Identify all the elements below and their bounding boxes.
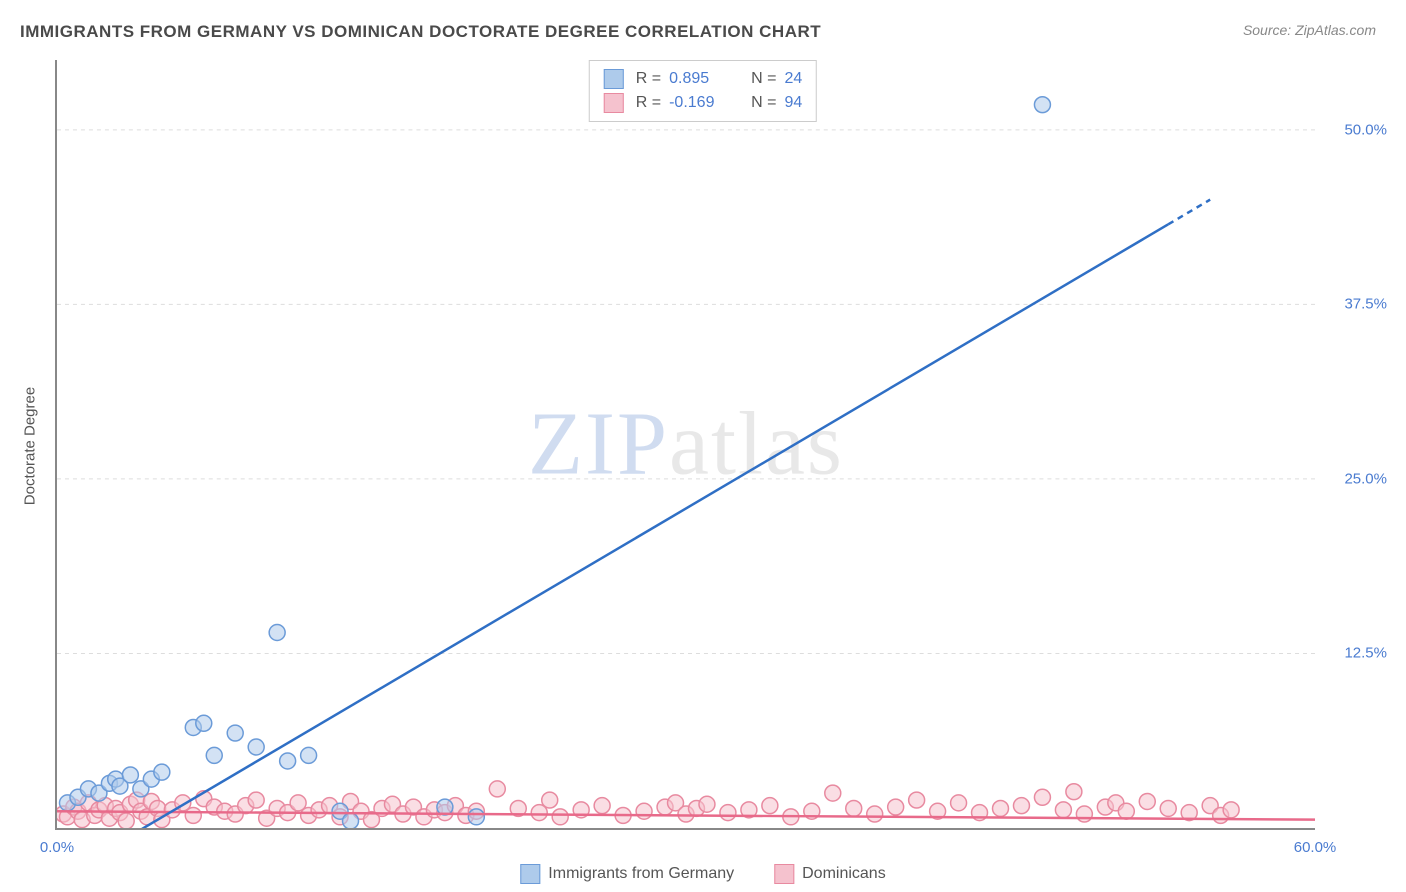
x-tick-label: 0.0% (40, 839, 74, 856)
n-label: N = (751, 70, 776, 88)
legend-label-germany: Immigrants from Germany (548, 865, 734, 883)
legend-item-germany: Immigrants from Germany (520, 864, 734, 884)
correlation-legend: R = 0.895 N = 24 R = -0.169 N = 94 (589, 60, 817, 122)
r-label: R = (636, 70, 661, 88)
y-tick-label: 37.5% (1344, 296, 1387, 313)
n-label: N = (751, 94, 776, 112)
series-legend: Immigrants from Germany Dominicans (520, 864, 885, 884)
swatch-dominican-icon (774, 864, 794, 884)
r-value-germany: 0.895 (669, 70, 729, 88)
x-tick-label: 60.0% (1294, 839, 1337, 856)
legend-label-dominican: Dominicans (802, 865, 886, 883)
plot-area: ZIPatlas 12.5%25.0%37.5%50.0% 0.0%60.0% (55, 60, 1315, 830)
legend-row-germany: R = 0.895 N = 24 (604, 67, 802, 91)
swatch-germany-icon (520, 864, 540, 884)
legend-item-dominican: Dominicans (774, 864, 886, 884)
chart-title: IMMIGRANTS FROM GERMANY VS DOMINICAN DOC… (20, 22, 821, 42)
source-attribution: Source: ZipAtlas.com (1243, 22, 1376, 38)
y-tick-label: 25.0% (1344, 470, 1387, 487)
y-tick-label: 50.0% (1344, 121, 1387, 138)
n-value-dominican: 94 (784, 94, 802, 112)
r-value-dominican: -0.169 (669, 94, 729, 112)
y-tick-label: 12.5% (1344, 645, 1387, 662)
chart-container: IMMIGRANTS FROM GERMANY VS DOMINICAN DOC… (0, 0, 1406, 892)
swatch-dominican (604, 93, 624, 113)
swatch-germany (604, 69, 624, 89)
r-label: R = (636, 94, 661, 112)
y-axis-title: Doctorate Degree (22, 387, 39, 505)
legend-row-dominican: R = -0.169 N = 94 (604, 91, 802, 115)
chart-svg (57, 60, 1315, 828)
n-value-germany: 24 (784, 70, 802, 88)
